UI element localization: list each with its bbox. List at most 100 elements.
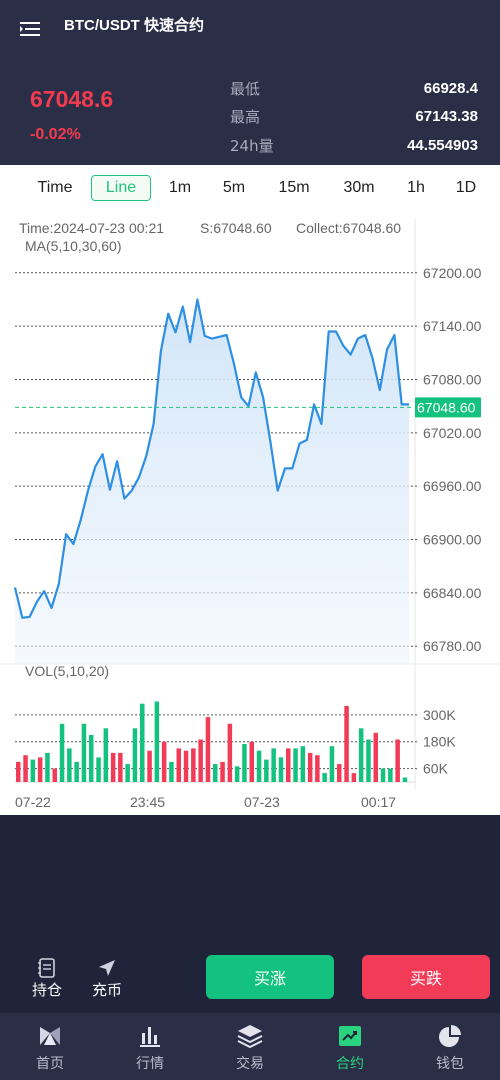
volume-bar: [154, 701, 160, 782]
price-area-fill: [15, 299, 409, 664]
volume-bar: [191, 748, 196, 782]
empty-panel: [0, 815, 500, 945]
position-button[interactable]: 持仓: [26, 957, 68, 1000]
tab-15m[interactable]: 15m: [278, 179, 310, 196]
nav-wallet[interactable]: 钱包: [400, 1013, 500, 1080]
volume-bar: [45, 752, 50, 782]
pair-title: BTC/USDT 快速合约: [64, 17, 204, 34]
volume-bar: [264, 759, 269, 782]
price-tick-label: 67140.00: [423, 318, 482, 334]
price-series-line: [13, 298, 409, 619]
volume-bar: [278, 757, 284, 782]
position-label: 持仓: [31, 981, 62, 999]
bottom-nav: 首页 行情 交易 合约 钱包: [0, 1013, 500, 1080]
deposit-label: 充币: [91, 981, 122, 999]
nav-market[interactable]: 行情: [100, 1013, 200, 1080]
volume-bar: [351, 773, 357, 782]
tab-time[interactable]: Time: [37, 179, 73, 196]
volume-bar: [307, 752, 313, 782]
volume-bar: [96, 757, 101, 782]
volume-bar: [198, 739, 203, 782]
volume-bar: [125, 764, 130, 782]
header: BTC/USDT 快速合约 67048.6 -0.02% 最低 66928.4 …: [0, 0, 500, 165]
volume-bar: [286, 748, 291, 782]
current-price: 67048.6: [30, 86, 114, 112]
volume-bar: [30, 759, 36, 782]
nav-home-label: 首页: [36, 1056, 64, 1072]
nav-trade[interactable]: 交易: [200, 1013, 300, 1080]
price-tick-label: 67020.00: [423, 425, 482, 441]
chart-panel: Time Line 1m 5m 15m 30m 1h 1D Time:2024-…: [0, 165, 500, 815]
volume-bar: [380, 768, 386, 782]
volume-tick-label: 180K: [423, 734, 456, 750]
nav-trade-label: 交易: [236, 1056, 264, 1072]
price-tick-label: 66960.00: [423, 478, 482, 494]
price-line: [13, 298, 409, 619]
tab-5m[interactable]: 5m: [222, 179, 246, 196]
volume-bar: [89, 735, 94, 782]
deposit-button[interactable]: 充币: [86, 957, 128, 1000]
price-change: -0.02%: [30, 126, 81, 143]
volume-bar: [242, 744, 247, 782]
volume-bar: [344, 705, 349, 782]
stat-low: 最低 66928.4: [230, 76, 478, 100]
price-area: [15, 299, 409, 664]
nav-wallet-label: 钱包: [436, 1056, 464, 1072]
volume-bar: [169, 761, 174, 782]
volume-bar: [67, 748, 72, 782]
buy-down-button[interactable]: 买跌: [362, 955, 490, 999]
buy-up-button[interactable]: 买涨: [206, 955, 334, 999]
tab-1h[interactable]: 1h: [407, 179, 425, 196]
tab-line[interactable]: Line: [91, 175, 151, 201]
volume-bar: [227, 723, 233, 782]
volume-bar: [220, 761, 225, 782]
volume-bar: [161, 741, 167, 782]
current-price-marker: 67048.60: [15, 397, 481, 418]
volume-bar: [388, 768, 393, 782]
nav-contract-label: 合约: [336, 1056, 364, 1072]
volume-bar: [52, 768, 57, 782]
volume-tick-label: 60K: [423, 761, 449, 777]
current-price-tag: [415, 397, 481, 418]
nav-contract[interactable]: 合约: [300, 1013, 400, 1080]
stat-low-value: 66928.4: [423, 79, 478, 97]
trend-icon: [338, 1023, 362, 1049]
document-icon: [26, 957, 68, 979]
volume-bar: [132, 728, 138, 782]
menu-icon[interactable]: [20, 20, 42, 38]
volume-bar: [234, 766, 240, 782]
price-tick-label: 67200.00: [423, 265, 482, 281]
price-axis: 67200.00 67140.00 67080.00 67020.00 66960.00…: [423, 265, 482, 654]
stat-high-value: 67143.38: [415, 107, 478, 125]
info-vol: VOL(5,10,20): [25, 663, 109, 679]
volume-bar: [358, 728, 364, 782]
current-price-tag-label: 67048.60: [417, 399, 476, 415]
volume-bar: [183, 750, 189, 782]
tab-1m[interactable]: 1m: [168, 179, 192, 196]
volume-bar: [110, 752, 116, 782]
volume-bar: [271, 748, 276, 782]
volume-bar: [322, 773, 327, 782]
volume-bar: [205, 717, 211, 782]
tab-30m[interactable]: 30m: [343, 179, 375, 196]
time-tick-label: 23:45: [130, 794, 165, 810]
tab-1d[interactable]: 1D: [455, 179, 477, 196]
volume-bar: [103, 728, 109, 782]
time-tick-label: 07-23: [244, 794, 280, 810]
stat-volume-label: 24h量: [230, 136, 274, 155]
info-s: S:67048.60: [200, 220, 272, 236]
nav-market-label: 行情: [136, 1056, 164, 1072]
volume-bar: [176, 748, 181, 782]
volume-bar: [16, 761, 21, 782]
volume-bars: [16, 701, 408, 782]
nav-home[interactable]: 首页: [0, 1013, 100, 1080]
price-tick-label: 66780.00: [423, 638, 482, 654]
volume-bar: [23, 755, 28, 782]
stat-low-label: 最低: [230, 79, 261, 98]
interval-tabs: Time Line 1m 5m 15m 30m 1h 1D: [0, 165, 500, 209]
volume-bar: [140, 703, 145, 782]
volume-bar: [293, 748, 298, 782]
volume-bar: [329, 746, 335, 782]
layers-icon: [237, 1023, 263, 1049]
price-chart[interactable]: Time:2024-07-23 00:21 S:67048.60 Collect…: [0, 209, 500, 815]
